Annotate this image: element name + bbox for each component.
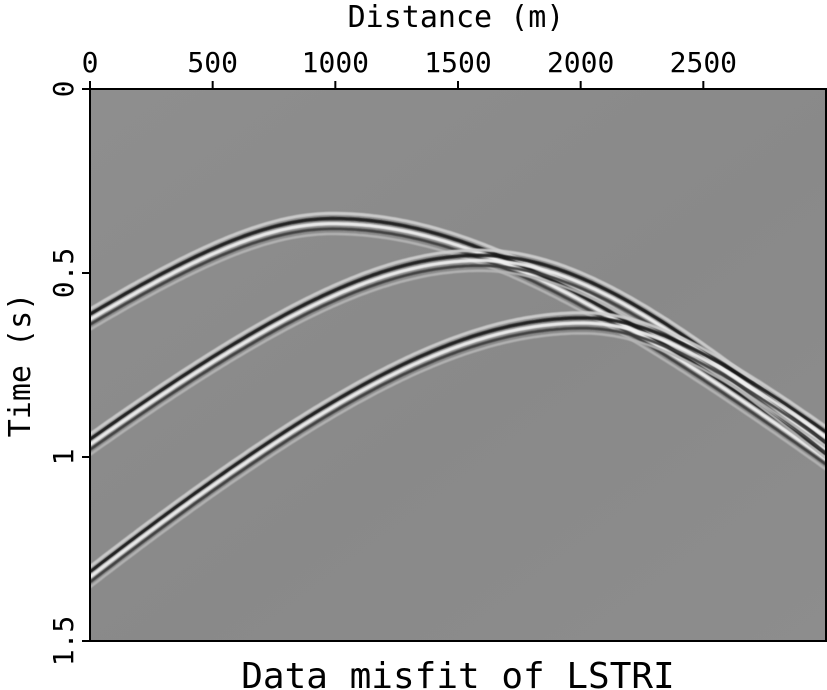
- y-tick-label: 0: [47, 81, 80, 98]
- x-tick-label: 0: [82, 46, 99, 79]
- wavelet-lobe: [90, 321, 826, 579]
- reflection-event-3: [90, 311, 826, 589]
- y-axis-label: Time (s): [3, 293, 38, 438]
- wavelet-lobe: [90, 326, 826, 584]
- figure-caption: Data misfit of LSTRI: [241, 656, 674, 690]
- y-tick-label: 0.5: [47, 248, 80, 299]
- y-axis-ticks: 0 0.5 1 1.5: [47, 81, 90, 667]
- y-tick-label: 1: [47, 449, 80, 466]
- wavelet-lobe: [90, 248, 826, 440]
- wavefield-events: [90, 211, 826, 589]
- x-axis-ticks: 0 500 1000 1500 2000 2500: [82, 46, 737, 89]
- x-tick-label: 2500: [670, 46, 737, 79]
- x-tick-label: 1500: [424, 46, 491, 79]
- x-tick-label: 1000: [302, 46, 369, 79]
- wavelet-lobe: [90, 332, 826, 589]
- wavelet-lobe: [90, 222, 826, 461]
- wavelet-lobe: [90, 311, 826, 568]
- x-tick-label: 500: [187, 46, 238, 79]
- wavelet-lobe: [90, 316, 826, 574]
- x-tick-label: 2000: [547, 46, 614, 79]
- x-axis-label: Distance (m): [348, 0, 565, 35]
- y-tick-label: 1.5: [47, 616, 80, 667]
